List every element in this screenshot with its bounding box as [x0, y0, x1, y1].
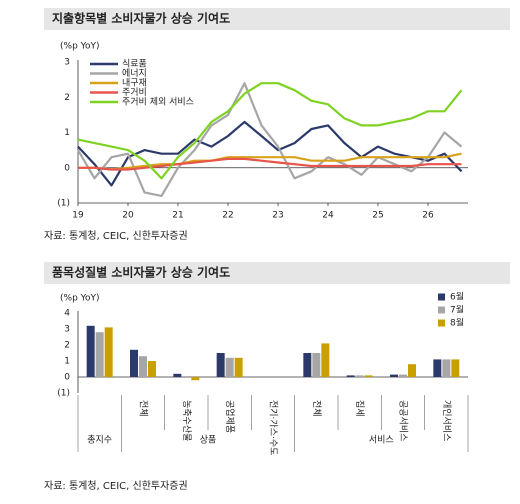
x-tick-label: 전기·가스·수도	[268, 400, 279, 455]
bar	[139, 356, 147, 377]
x-tick-label: 공공서비스	[398, 400, 409, 441]
series-line	[78, 157, 462, 171]
y-tick-label: 3	[64, 58, 70, 68]
bar	[234, 357, 243, 377]
y-tick-label: 0	[64, 163, 70, 173]
x-tick-label: 전체	[311, 400, 322, 417]
legend-label: 6월	[450, 291, 464, 303]
y-tick-label: 1	[64, 128, 70, 138]
y-tick-label: 4	[64, 309, 70, 319]
y-axis-label: (%p YoY)	[60, 42, 99, 52]
legend-label: 주거비 제외 서비스	[122, 96, 194, 108]
bar	[433, 359, 442, 377]
x-tick-label: 농축수산물	[181, 400, 192, 441]
bar	[451, 359, 460, 377]
bar	[355, 375, 364, 377]
bar	[130, 349, 138, 377]
bar	[303, 353, 312, 377]
bar	[321, 343, 330, 377]
series-line	[77, 120, 463, 187]
legend-label: 내구재	[122, 78, 147, 89]
y-axis-label: (%p YoY)	[60, 294, 99, 304]
series-line	[77, 82, 463, 180]
bar	[399, 374, 407, 377]
source: 자료: 통계청, CEIC, 신한투자증권	[44, 230, 188, 242]
bar	[364, 375, 373, 377]
x-tick-label: 19	[72, 211, 84, 221]
x-tick-label: 22	[222, 211, 233, 221]
title-bar	[44, 8, 510, 30]
series-line	[78, 152, 462, 171]
group-label: 상품	[200, 435, 217, 446]
y-tick-label: 2	[64, 341, 70, 351]
bar	[408, 364, 416, 377]
x-tick-label: 총지수	[87, 435, 112, 446]
bar	[148, 361, 156, 377]
y-tick-label: 0	[64, 373, 70, 383]
x-tick-label: 공업제품	[224, 400, 235, 433]
legend-label: 주거비	[122, 87, 147, 98]
chart-title: 품목성질별 소비자물가 상승 기여도	[52, 265, 230, 280]
x-tick-label: 23	[272, 211, 283, 221]
x-tick-label: 20	[122, 211, 134, 221]
x-tick-label: 집세	[354, 400, 366, 417]
bar	[95, 332, 104, 377]
legend-label: 에너지	[122, 68, 147, 79]
legend-swatch	[438, 293, 445, 301]
y-tick-label: 1	[64, 357, 70, 367]
bar	[442, 359, 451, 377]
legend-swatch	[438, 319, 445, 327]
x-tick-label: 전체	[138, 400, 149, 417]
bar	[346, 375, 355, 377]
x-tick-label: 21	[172, 211, 183, 221]
x-tick-label: 26	[422, 211, 434, 221]
bar	[86, 325, 95, 377]
y-tick-label: 3	[64, 325, 70, 335]
group-label: 서비스	[369, 435, 394, 446]
bar	[104, 327, 113, 377]
chart-title: 지출항목별 소비자물가 상승 기여도	[52, 11, 230, 26]
x-tick-label: 개인서비스	[441, 400, 452, 441]
bar	[216, 353, 225, 377]
bar	[225, 357, 234, 377]
y-tick-label: (1)	[57, 389, 70, 399]
legend-label: 7월	[450, 304, 464, 316]
bar	[191, 377, 200, 381]
y-tick-label: 2	[64, 93, 70, 103]
bar	[173, 373, 182, 377]
title-bar	[44, 262, 510, 284]
x-tick-label: 24	[322, 211, 334, 221]
x-tick-label: 25	[372, 211, 383, 221]
y-tick-label: (1)	[57, 199, 70, 209]
source: 자료: 통계청, CEIC, 신한투자증권	[44, 480, 188, 492]
legend-label: 식료품	[122, 59, 147, 70]
legend-label: 8월	[450, 317, 464, 329]
legend-swatch	[438, 306, 445, 314]
bar	[312, 353, 321, 377]
bar	[390, 374, 398, 377]
